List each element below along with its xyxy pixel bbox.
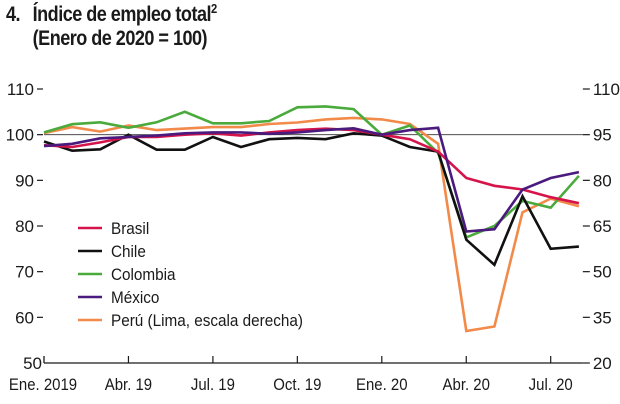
y-left-tick-label: 70 [15, 263, 34, 282]
legend-label: Chile [111, 242, 146, 261]
y-right-tick-label: 65 [593, 217, 612, 236]
y-right-tick-label: 50 [593, 263, 612, 282]
axes: Ene. 2019 Abr. 19 Jul. 19 Oct. 19 Ene. 20 Abr… [6, 80, 620, 394]
legend-item: Brasil [78, 219, 149, 238]
y-left-tick-label: 110 [7, 80, 34, 99]
legend-label: Perú (Lima, escala derecha) [111, 311, 303, 330]
legend-label: Colombia [111, 265, 176, 284]
x-tick-label: Ene. 2019 [9, 376, 77, 394]
chart-title: 4. Índice de empleo total2 (Enero de 2020… [6, 1, 217, 51]
legend-label: México [111, 288, 159, 307]
y-right-tick-label: 35 [593, 308, 612, 327]
y-right-tick-label: 110 [593, 80, 620, 99]
series-line-brasil [43, 127, 580, 205]
x-tick-label: Jul. 19 [191, 376, 235, 394]
x-tick-label: Abr. 20 [443, 376, 490, 394]
y-right-tick-label: 95 [593, 126, 612, 145]
series-line-mexico [43, 126, 580, 233]
y-left-tick-label: 90 [15, 171, 34, 190]
legend-item: Chile [78, 242, 146, 261]
x-tick-label: Oct. 19 [273, 376, 321, 394]
y-left-tick-label: 100 [6, 126, 34, 145]
x-tick-label: Jul. 20 [529, 376, 573, 394]
y-left-tick-label: 60 [15, 308, 34, 327]
x-tick-label: Abr. 19 [105, 376, 152, 394]
series-line-colombia [43, 105, 580, 240]
footnote-marker: 2 [210, 1, 217, 16]
legend-item: México [78, 288, 159, 307]
y-left-tick-label: 50 [23, 354, 42, 373]
x-tick-label: Ene. 20 [356, 376, 408, 394]
legend-item: Colombia [78, 265, 176, 284]
y-left-tick-label: 80 [15, 217, 34, 236]
legend-label: Brasil [111, 219, 149, 238]
legend-item: Perú (Lima, escala derecha) [78, 311, 303, 330]
chart-subtitle: (Enero de 2020 = 100) [32, 27, 208, 50]
legend: Brasil Chile Colombia México Perú (Lima, esc… [78, 219, 303, 330]
y-right-tick-label: 80 [593, 171, 612, 190]
chart-title-text: Índice de empleo total [32, 3, 212, 26]
series-lines [43, 105, 580, 333]
chart-number: 4. [6, 3, 21, 26]
y-right-tick-label: 20 [593, 354, 612, 373]
